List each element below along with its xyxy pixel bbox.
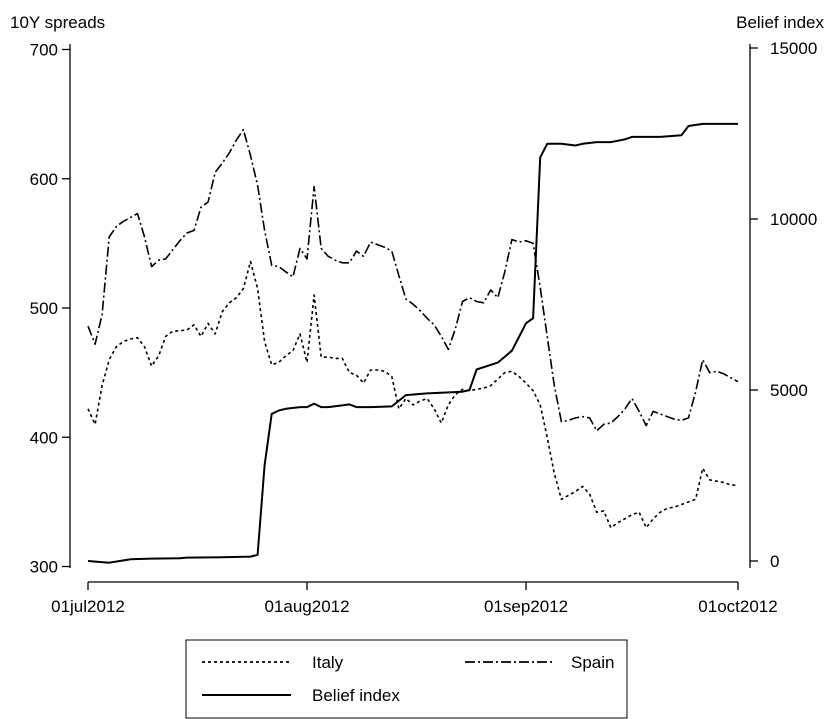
- legend-item-italy: Italy: [202, 653, 344, 672]
- left-tick-label: 500: [30, 299, 58, 318]
- legend-item-belief-index: Belief index: [202, 686, 400, 705]
- left-axis: 10Y spreads 300 400 500 600 700: [10, 13, 105, 577]
- x-tick-label: 01jul2012: [51, 597, 125, 616]
- legend-box: [185, 639, 628, 719]
- left-tick-label: 400: [30, 428, 58, 447]
- right-tick-label: 0: [770, 552, 779, 571]
- series-line-belief-index: [87, 122, 738, 564]
- right-axis-title: Belief index: [736, 13, 824, 32]
- x-tick-label: 01oct2012: [698, 597, 777, 616]
- right-axis: Belief index 0 5000 10000 15000: [736, 13, 824, 571]
- series-line-italy: [87, 260, 738, 529]
- left-axis-title: 10Y spreads: [10, 13, 105, 32]
- plot-series: [87, 122, 739, 564]
- left-tick-label: 700: [30, 41, 58, 60]
- legend: Italy Spain Belief index: [185, 639, 628, 719]
- series-line-spain: [87, 128, 739, 432]
- legend-label-italy: Italy: [312, 653, 344, 672]
- right-tick-label: 15000: [770, 39, 817, 58]
- right-tick-label: 10000: [770, 210, 817, 229]
- left-axis-ticks: 300 400 500 600 700: [30, 41, 70, 577]
- x-axis-ticks: 01jul2012 01aug2012 01sep2012 01oct2012: [51, 582, 778, 616]
- left-tick-label: 300: [30, 558, 58, 577]
- left-tick-label: 600: [30, 170, 58, 189]
- right-tick-label: 5000: [770, 381, 808, 400]
- right-axis-ticks: 0 5000 10000 15000: [750, 39, 817, 571]
- x-tick-label: 01aug2012: [264, 597, 349, 616]
- legend-item-spain: Spain: [465, 653, 614, 672]
- x-axis: 01jul2012 01aug2012 01sep2012 01oct2012: [51, 581, 778, 616]
- legend-label-spain: Spain: [571, 653, 614, 672]
- legend-label-belief-index: Belief index: [312, 686, 400, 705]
- x-tick-label: 01sep2012: [484, 597, 568, 616]
